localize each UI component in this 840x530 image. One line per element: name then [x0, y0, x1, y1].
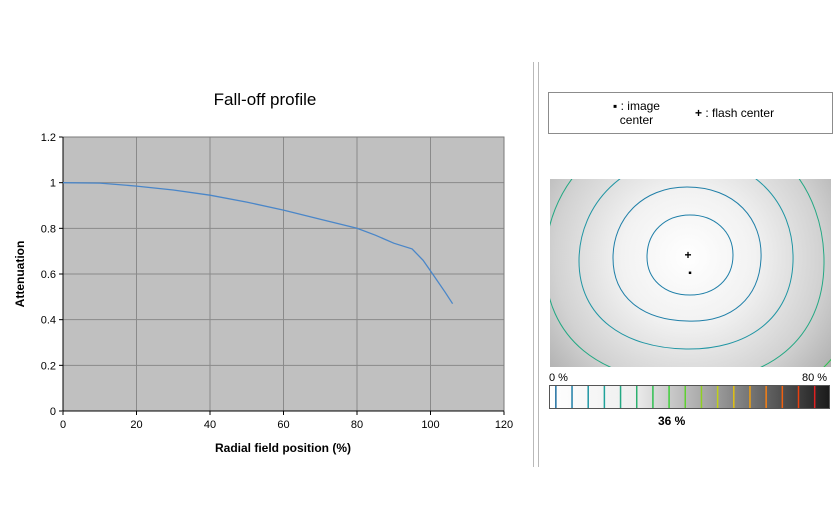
image-center-label-line2: center	[619, 113, 654, 127]
contour-line	[550, 179, 825, 367]
y-tick-label: 0.2	[41, 360, 56, 372]
y-tick-label: 1	[50, 178, 56, 190]
y-axis-label: Attenuation	[13, 241, 27, 308]
image-center-point: ▪	[688, 268, 692, 279]
attenuation-contour-map: + ▪	[550, 179, 831, 367]
x-tick-label: 100	[421, 419, 439, 431]
scale-value-label: 36 %	[658, 414, 686, 428]
falloff-chart: 0 20 40 60 80 100 120 0 0.2 0.4 0.6 0.8 1 1.2 Fall-off…	[13, 90, 513, 455]
attenuation-color-scale	[549, 385, 830, 409]
x-tick-label: 120	[495, 419, 513, 431]
scale-max-label: 80 %	[802, 372, 828, 384]
contour-line	[646, 214, 734, 296]
y-tick-label: 0.6	[41, 269, 56, 281]
flash-center-legend: + : flash center	[695, 106, 774, 120]
x-tick-label: 0	[60, 419, 66, 431]
y-tick-label: 0	[50, 406, 56, 418]
flash-center-point: +	[684, 248, 691, 262]
map-background	[550, 179, 831, 367]
y-tick-label: 1.2	[41, 132, 56, 144]
scale-bar	[549, 385, 830, 409]
contour-line	[578, 179, 794, 350]
panel-divider	[538, 62, 539, 467]
image-center-label-line1: : image	[620, 99, 660, 113]
series-line	[62, 182, 454, 305]
x-tick-label: 40	[204, 419, 216, 431]
contour-line	[612, 186, 762, 322]
image-center-legend: ▪ : image center	[613, 99, 660, 127]
flash-center-label: : flash center	[705, 106, 775, 120]
map-legend: ▪ : image center + : flash center	[548, 92, 833, 134]
image-center-marker: ▪	[613, 99, 618, 113]
x-tick-label: 80	[351, 419, 363, 431]
x-tick-label: 60	[277, 419, 289, 431]
x-axis-label: Radial field position (%)	[215, 441, 351, 455]
flash-center-marker: +	[695, 106, 703, 120]
scale-min-label: 0 %	[549, 372, 568, 384]
x-tick-label: 20	[130, 419, 142, 431]
chart-title: Fall-off profile	[214, 90, 317, 109]
y-tick-label: 0.8	[41, 223, 56, 235]
y-tick-label: 0.4	[41, 315, 56, 327]
panel-divider	[533, 62, 534, 467]
